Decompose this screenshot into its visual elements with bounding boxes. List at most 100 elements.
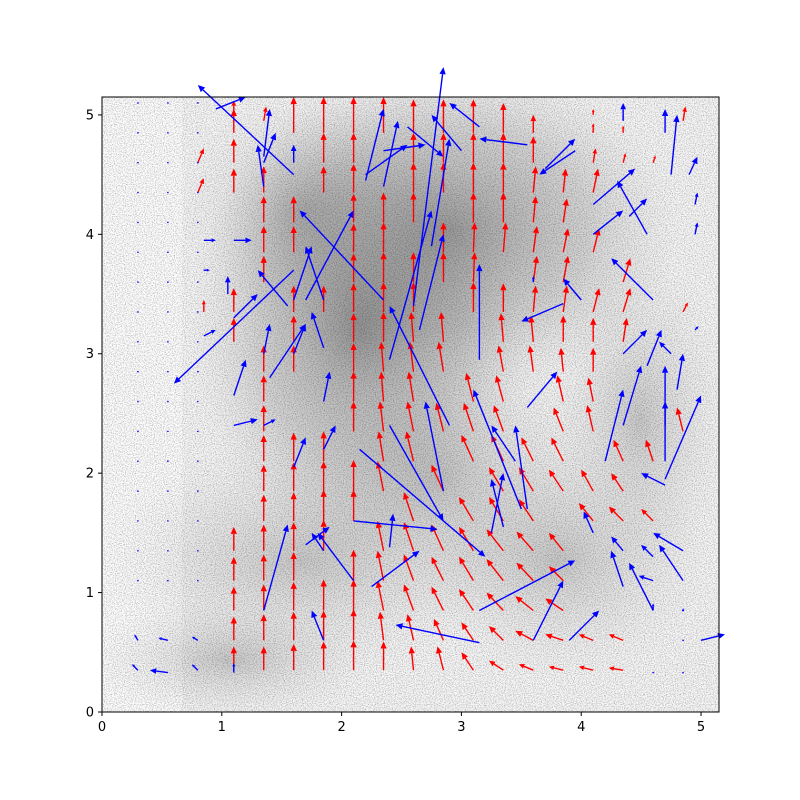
valid-vector [431, 464, 445, 492]
outlier-vector [233, 359, 247, 396]
outlier-vector [197, 341, 199, 343]
valid-vector [260, 464, 267, 492]
outlier-vector [215, 96, 246, 110]
outlier-vector [364, 108, 385, 181]
outlier-vector [137, 132, 139, 134]
outlier-vector [670, 114, 680, 175]
outlier-vector [290, 144, 297, 163]
outlier-vector [611, 258, 654, 301]
outlier-vector [641, 544, 654, 558]
outlier-vector [197, 490, 199, 492]
valid-vector [555, 375, 564, 402]
valid-vector [350, 401, 357, 432]
valid-vector [608, 634, 624, 641]
outlier-vector [197, 281, 199, 283]
valid-vector [560, 315, 567, 342]
outlier-vector [310, 311, 325, 348]
valid-vector [494, 375, 505, 402]
outlier-vector [137, 221, 139, 224]
valid-vector [436, 646, 445, 671]
valid-vector [530, 114, 537, 133]
valid-vector [380, 311, 387, 342]
outlier-vector [611, 536, 624, 552]
valid-vector [350, 313, 357, 342]
outlier-vector [137, 579, 139, 582]
outlier-vector [167, 251, 169, 254]
valid-vector [470, 162, 477, 193]
valid-vector [350, 609, 357, 641]
outlier-vector [353, 520, 438, 532]
valid-vector [380, 192, 387, 223]
particle-image-background [102, 97, 719, 712]
valid-vector [621, 125, 625, 133]
valid-vector [260, 554, 267, 581]
valid-vector [290, 522, 297, 551]
valid-vector [408, 646, 415, 671]
valid-vector [320, 489, 327, 521]
valid-vector [290, 97, 297, 133]
valid-vector [290, 551, 297, 581]
valid-vector [500, 192, 507, 223]
outlier-vector [629, 562, 654, 611]
valid-vector [590, 317, 597, 342]
outlier-vector [628, 198, 648, 217]
outlier-vector [197, 251, 199, 254]
valid-vector [260, 646, 267, 671]
valid-vector [230, 138, 237, 163]
outlier-vector [491, 425, 516, 462]
valid-vector [260, 375, 267, 402]
valid-vector [545, 598, 564, 612]
valid-vector [350, 193, 357, 223]
outlier-vector [197, 102, 199, 104]
valid-vector [530, 136, 537, 163]
outlier-vector [233, 418, 258, 427]
outlier-vector [418, 234, 445, 331]
valid-vector [350, 460, 357, 492]
valid-vector [410, 132, 417, 163]
outlier-vector [197, 85, 295, 176]
outlier-vector [659, 341, 672, 355]
valid-vector [608, 506, 624, 522]
outlier-vector [682, 671, 684, 674]
valid-vector [380, 222, 387, 253]
outlier-vector [638, 575, 654, 582]
valid-vector [464, 372, 475, 402]
outlier-vector [521, 302, 564, 322]
outlier-vector [167, 520, 169, 522]
outlier-vector [203, 329, 216, 337]
valid-vector [350, 640, 357, 671]
valid-vector [403, 584, 415, 611]
valid-vector [548, 665, 564, 671]
valid-vector [377, 611, 385, 641]
y-tick-label: 0 [86, 706, 94, 721]
outlier-vector [137, 460, 139, 463]
outlier-vector [568, 610, 600, 641]
valid-vector [378, 341, 385, 372]
outlier-vector [233, 237, 252, 244]
valid-vector [591, 123, 595, 133]
valid-vector [376, 431, 385, 462]
valid-vector [486, 592, 504, 611]
valid-vector [531, 285, 539, 313]
valid-vector [350, 163, 357, 193]
outlier-vector [479, 560, 576, 612]
outlier-vector [652, 671, 654, 674]
outlier-vector [137, 400, 139, 403]
valid-vector [531, 196, 539, 223]
outlier-vector [137, 430, 139, 433]
valid-vector [433, 618, 445, 641]
valid-vector [320, 166, 327, 193]
outlier-vector [263, 108, 272, 157]
valid-vector [531, 166, 539, 193]
valid-vector [350, 371, 357, 402]
valid-vector [405, 614, 415, 641]
x-tick-label: 2 [337, 720, 345, 735]
valid-vector [470, 132, 477, 163]
valid-vector [350, 489, 357, 521]
outlier-vector [389, 305, 451, 426]
outlier-vector [610, 550, 624, 587]
valid-vector [260, 225, 267, 253]
valid-vector [515, 630, 534, 641]
valid-vector [290, 315, 297, 342]
